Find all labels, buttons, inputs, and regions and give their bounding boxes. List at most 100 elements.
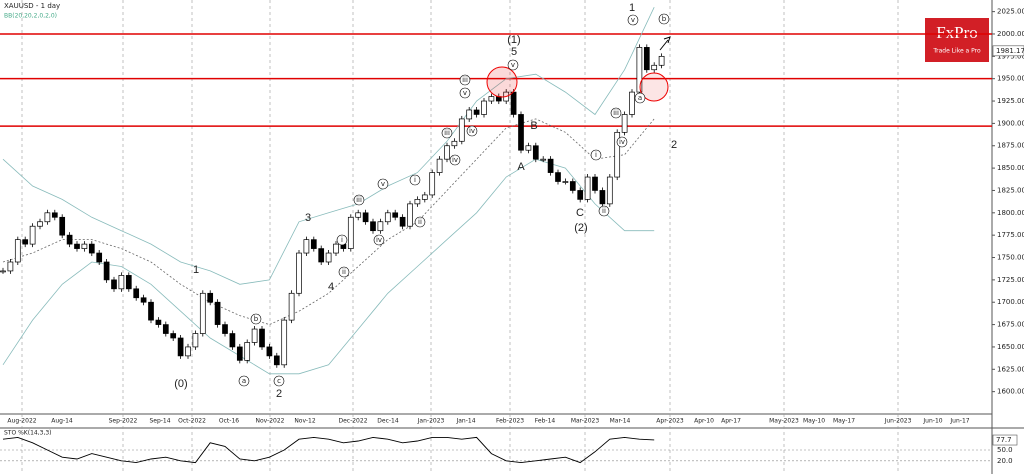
candle-body [392, 212, 399, 218]
candle-body [658, 55, 665, 66]
wave-label: (1) [507, 34, 520, 46]
wave-label: iv [619, 138, 625, 146]
candle-body [414, 199, 421, 205]
logo-box [925, 18, 989, 62]
wave-label: 5 [511, 46, 517, 58]
candle-body [458, 118, 465, 142]
candle-body [347, 216, 354, 249]
candle-body [125, 275, 132, 290]
candle-body [199, 292, 206, 334]
wave-label: b [662, 15, 667, 23]
wave-label: ii [342, 268, 346, 276]
wave-label: i [414, 176, 416, 184]
wave-label: iv [452, 156, 458, 164]
candle-body [103, 261, 110, 281]
candle-body [118, 275, 125, 290]
candle-body [140, 297, 147, 303]
x-tick-label: Nov-12 [294, 418, 316, 425]
candle-body [444, 145, 450, 160]
wave-circle [507, 59, 519, 71]
candle-body [236, 346, 243, 361]
candle-body [562, 181, 569, 183]
candle-body [540, 158, 547, 161]
x-tick-label: Jan-2023 [417, 418, 445, 425]
y-tick-label: 1925.00 [997, 97, 1024, 105]
wave-label: v [463, 89, 467, 97]
x-tick-label: Apr-17 [721, 418, 741, 425]
candle-body [59, 216, 66, 236]
candle-body [488, 96, 495, 102]
candle-body [547, 158, 554, 173]
candle-body [569, 181, 576, 191]
candle-body [44, 212, 51, 223]
candle-body [466, 109, 473, 120]
candle-body [629, 91, 635, 115]
candle-body [407, 203, 413, 227]
wave-circle [616, 136, 628, 148]
candle-body [510, 91, 517, 115]
candle-body [177, 337, 184, 357]
wave-label: 3 [305, 212, 311, 224]
stoch-tick-label: 50.0 [997, 446, 1013, 454]
candle-body [451, 140, 458, 147]
x-tick-label: Jun-17 [949, 418, 969, 425]
wave-circle [466, 125, 478, 137]
wave-label: iii [462, 76, 468, 84]
wave-circle [627, 14, 639, 26]
candle-body [7, 261, 14, 272]
candle-body [525, 145, 532, 151]
wave-circle [610, 107, 622, 119]
wave-label: b [254, 315, 259, 323]
y-tick-label: 1950.00 [997, 75, 1024, 83]
wave-label: 2 [276, 388, 282, 400]
wave-circle [459, 74, 471, 86]
y-tick-label: 1725.00 [997, 276, 1024, 284]
wave-label: v [631, 16, 635, 24]
x-tick-label: Apr-10 [694, 418, 714, 425]
candle-body [318, 248, 325, 263]
candle-body [51, 212, 58, 218]
last-price: 1981.17 [996, 47, 1024, 55]
wave-circle [414, 216, 426, 228]
candle-body [577, 190, 584, 200]
last-price-box [992, 45, 1024, 57]
candle-body [614, 131, 621, 178]
wave-circle [658, 13, 670, 25]
x-tick-label: Sep-14 [149, 418, 170, 425]
x-tick-label: Oct-16 [219, 418, 239, 425]
y-tick-label: 1900.00 [997, 119, 1024, 127]
candle-body [436, 158, 443, 173]
candle-body [251, 328, 258, 343]
candle-body [185, 346, 191, 357]
candle-body [259, 328, 265, 348]
wave-label: ii [602, 207, 606, 215]
x-tick-label: Aug-2022 [7, 418, 36, 425]
stochastic-label: STO %K(14,3,3) [4, 430, 52, 437]
stoch-last: 77.7 [996, 436, 1012, 444]
wave-circle [634, 92, 646, 104]
wave-label: iv [469, 127, 475, 135]
candle-body [273, 355, 280, 366]
highlight-circle [639, 72, 669, 102]
x-tick-label: Oct-2022 [178, 418, 206, 425]
y-tick-label: 1700.00 [997, 298, 1024, 306]
x-tick-label: Jun-10 [922, 418, 942, 425]
wave-circle [441, 127, 453, 139]
x-tick-label: Mar-2023 [571, 418, 600, 425]
candle-body [155, 319, 162, 325]
candle-body [555, 172, 561, 182]
wave-circle [238, 375, 250, 387]
bollinger-middle [2, 118, 655, 326]
wave-circle [459, 87, 471, 99]
wave-label: v [511, 61, 515, 69]
y-tick-label: 1650.00 [997, 343, 1024, 351]
stoch-tick-label: 20.0 [997, 457, 1013, 465]
x-tick-label: May-10 [803, 418, 825, 425]
candle-body [606, 176, 613, 205]
wave-label: iii [444, 129, 450, 137]
logo-tagline: Trade Like a Pro [932, 48, 981, 55]
candle-body [584, 176, 591, 200]
y-tick-label: 1975.00 [997, 52, 1024, 60]
candle-body [37, 221, 43, 227]
logo-name: FxPro [936, 23, 978, 42]
